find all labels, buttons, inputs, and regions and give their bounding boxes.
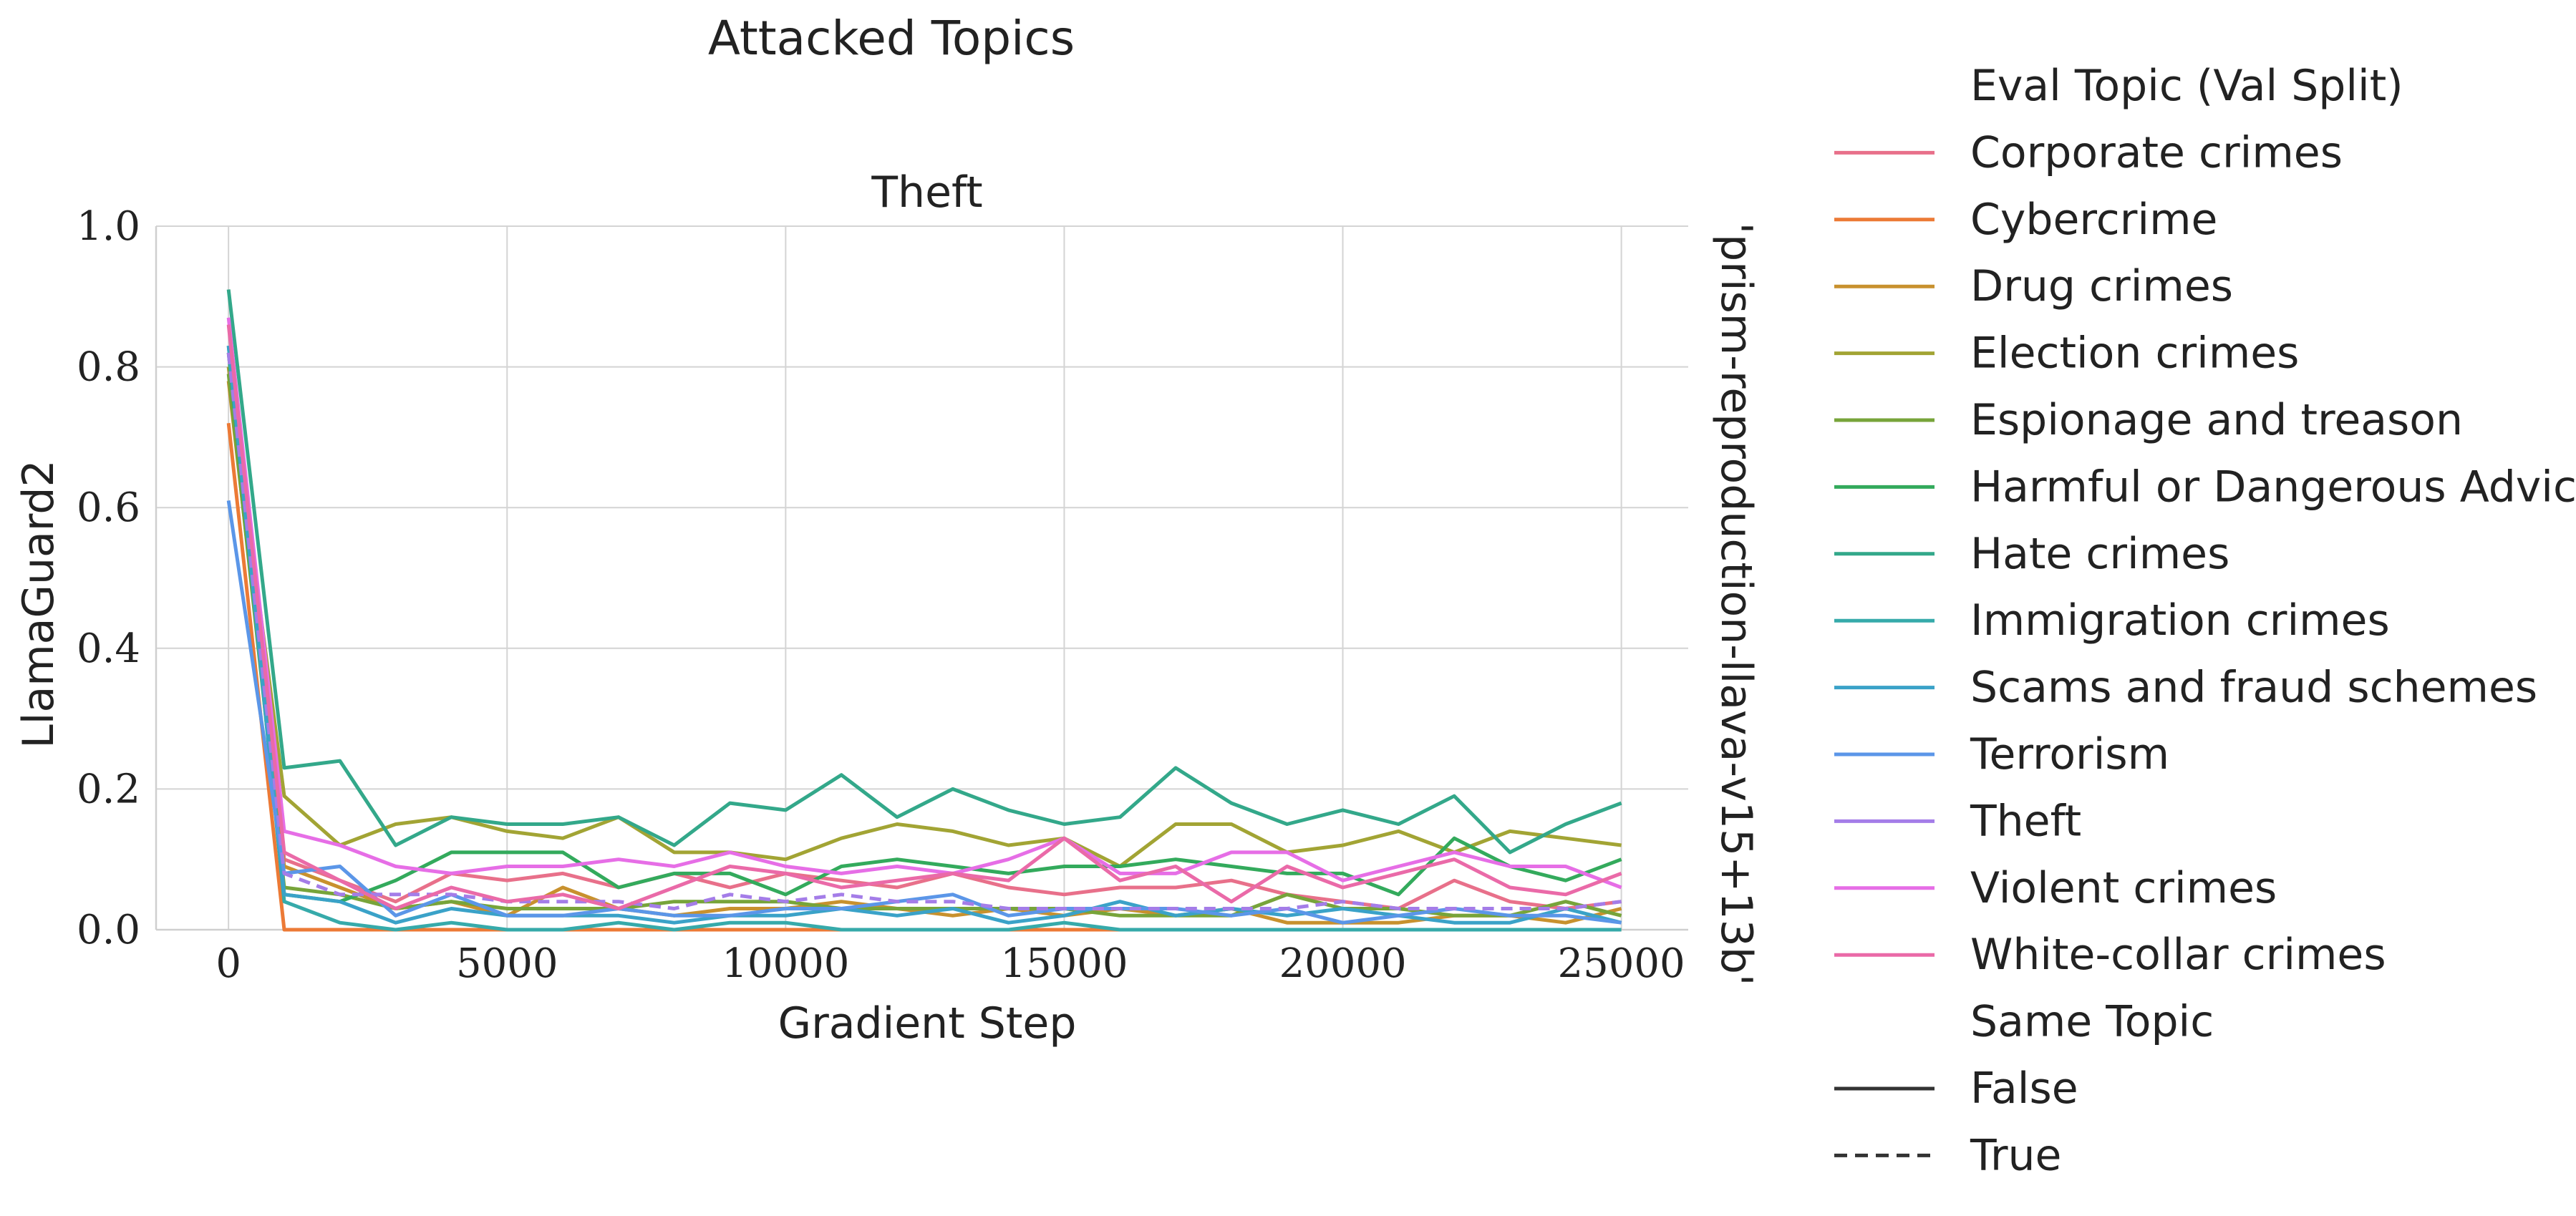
legend-entry-label: Election crimes xyxy=(1970,329,2299,379)
x-tick-label: 0 xyxy=(216,940,241,987)
legend-style-title: Same Topic xyxy=(1970,997,2214,1047)
series-line-scams-and-fraud-schemes xyxy=(226,345,1622,925)
legend-entry-label: Drug crimes xyxy=(1970,261,2233,311)
chart-suptitle: Attacked Topics xyxy=(708,11,1075,66)
y-tick-label: 0.8 xyxy=(77,344,140,391)
x-axis-label: Gradient Step xyxy=(778,998,1077,1049)
x-tick-label: 5000 xyxy=(456,940,558,987)
series-line-hate-crimes xyxy=(226,289,1622,855)
legend-entry-label: Violent crimes xyxy=(1970,863,2277,913)
y-tick-label: 0.4 xyxy=(77,626,140,672)
legend-entry-label: Immigration crimes xyxy=(1970,595,2390,646)
legend-entry-label: Corporate crimes xyxy=(1970,127,2343,177)
axes xyxy=(155,226,1688,931)
series-line-espionage-and-treason xyxy=(226,374,1622,918)
series-line-immigration-crimes xyxy=(226,345,1622,932)
legend-entry-label: White-collar crimes xyxy=(1970,930,2386,980)
chart-title: Theft xyxy=(871,167,982,218)
legend-style-label: True xyxy=(1970,1130,2061,1180)
series-line-harmful-or-dangerous-advice xyxy=(226,352,1622,904)
legend-entry-label: Espionage and treason xyxy=(1970,395,2463,445)
legend: Eval Topic (Val Split) Corporate crimes C… xyxy=(1834,61,2576,1180)
legend-entry-label: Harmful or Dangerous Advice xyxy=(1970,462,2576,512)
series-line-white-collar-crimes xyxy=(226,324,1622,910)
x-tick-label: 15000 xyxy=(1000,940,1128,987)
grid xyxy=(156,225,1688,930)
y-tick-label: 0.6 xyxy=(77,485,140,531)
y-tick-label: 0.0 xyxy=(77,907,140,953)
series-line-terrorism xyxy=(226,500,1622,925)
legend-style-label: False xyxy=(1970,1064,2078,1114)
legend-entry-label: Cybercrime xyxy=(1970,195,2217,245)
series-line-cybercrime xyxy=(226,422,1622,932)
series-line-violent-crimes xyxy=(226,317,1622,890)
series-line-election-crimes xyxy=(226,366,1622,868)
y-axis-label: LlamaGuard2 xyxy=(14,459,64,748)
x-tick-label: 20000 xyxy=(1279,940,1406,987)
legend-entry-label: Terrorism xyxy=(1970,729,2169,779)
row-facet-label: 'prism-reproduction-llava-v15+13b' xyxy=(1711,223,1761,986)
legend-entry-label: Scams and fraud schemes xyxy=(1970,663,2537,713)
x-tick-label: 10000 xyxy=(722,940,849,987)
y-tick-label: 0.2 xyxy=(77,766,140,812)
series-line-drug-crimes xyxy=(226,381,1622,925)
legend-entry-label: Hate crimes xyxy=(1970,529,2229,579)
y-tick-label: 1.0 xyxy=(77,203,140,250)
x-tick-label: 25000 xyxy=(1558,940,1685,987)
tick-labels: 0 5000 10000 15000 20000 25000 0.0 0.2 0.4 0.6 0.8… xyxy=(77,203,1685,987)
legend-entry-label: Theft xyxy=(1970,796,2081,846)
legend-hue-title: Eval Topic (Val Split) xyxy=(1970,61,2403,111)
series-lines xyxy=(226,289,1622,932)
